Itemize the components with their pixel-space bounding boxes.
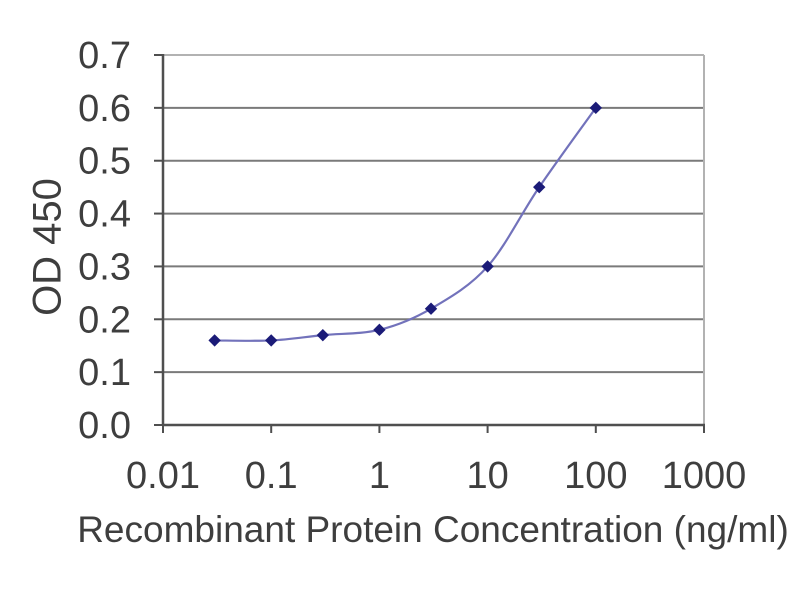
x-axis-title: Recombinant Protein Concentration (ng/ml… [77, 509, 789, 550]
data-point-marker [373, 323, 386, 337]
y-tick-label: 0.6 [78, 88, 131, 130]
y-axis-title: OD 450 [25, 178, 70, 316]
series-line [214, 107, 597, 342]
y-tick-label: 0.3 [78, 246, 131, 288]
x-tick-label: 1 [369, 455, 390, 497]
x-tick-label: 0.01 [126, 455, 200, 497]
x-tick-label: 0.1 [245, 455, 298, 497]
x-tick-label: 10 [466, 455, 508, 497]
x-tick-label: 1000 [662, 455, 747, 497]
data-point-marker [265, 334, 278, 347]
y-tick-label: 0.4 [78, 194, 131, 236]
data-point-marker [208, 334, 221, 347]
y-tick-label: 0.2 [78, 299, 131, 341]
data-point-marker [481, 260, 494, 273]
y-tick-label: 0.0 [78, 405, 131, 447]
y-tick-label: 0.5 [78, 141, 131, 183]
data-point-marker [533, 180, 546, 194]
data-point-marker [316, 328, 330, 342]
data-point-marker [424, 302, 438, 315]
data-point-marker [589, 101, 602, 115]
x-tick-label: 100 [564, 455, 627, 497]
y-tick-label: 0.1 [78, 352, 131, 394]
y-tick-label: 0.7 [78, 35, 131, 77]
